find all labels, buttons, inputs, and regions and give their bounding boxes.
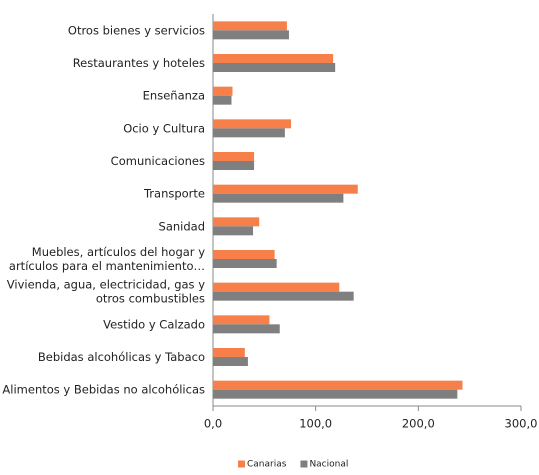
bar bbox=[213, 324, 280, 334]
bar bbox=[213, 86, 233, 96]
x-tick-label: 0,0 bbox=[204, 417, 222, 431]
bar bbox=[213, 128, 285, 138]
y-tick-label: Enseñanza bbox=[143, 88, 205, 102]
bar bbox=[213, 193, 344, 203]
x-tick-label: 100,0 bbox=[299, 417, 332, 431]
y-tick-label: Muebles, artículos del hogar y artículos … bbox=[9, 245, 205, 273]
y-tick-label: Transporte bbox=[143, 186, 205, 200]
bar bbox=[213, 226, 254, 236]
x-tick-label: 200,0 bbox=[402, 417, 435, 431]
bar bbox=[213, 250, 275, 259]
bar bbox=[213, 161, 255, 170]
bar bbox=[213, 389, 458, 399]
y-tick-label: Vestido y Calzado bbox=[103, 317, 205, 331]
y-tick-label: Alimentos y Bebidas no alcohólicas bbox=[2, 382, 205, 396]
bar bbox=[213, 357, 248, 366]
bar bbox=[213, 348, 245, 357]
bar bbox=[213, 380, 463, 390]
bar bbox=[213, 259, 277, 268]
bar bbox=[213, 184, 358, 194]
bar bbox=[213, 119, 292, 129]
x-tick-label: 300,0 bbox=[505, 417, 538, 431]
bar bbox=[213, 30, 289, 40]
bar bbox=[213, 217, 260, 227]
legend-label: Nacional bbox=[309, 460, 348, 470]
y-tick-label: Sanidad bbox=[159, 219, 205, 233]
legend-swatch bbox=[238, 460, 245, 468]
bar bbox=[213, 291, 354, 301]
bar bbox=[213, 152, 255, 161]
y-tick-label: Restaurantes y hoteles bbox=[73, 56, 205, 70]
y-tick-label: Ocio y Cultura bbox=[123, 121, 205, 135]
y-tick-label: Otros bienes y servicios bbox=[68, 23, 205, 37]
bar bbox=[213, 54, 334, 63]
legend-label: Canarias bbox=[247, 460, 287, 470]
bar bbox=[213, 63, 336, 72]
bar bbox=[213, 282, 340, 292]
y-tick-label: Bebidas alcohólicas y Tabaco bbox=[38, 350, 205, 364]
bar bbox=[213, 95, 232, 105]
y-tick-label: Vivienda, agua, electricidad, gas y otros… bbox=[7, 277, 205, 305]
y-tick-label: Comunicaciones bbox=[111, 154, 205, 168]
bar bbox=[213, 21, 287, 31]
bar bbox=[213, 315, 270, 325]
legend-swatch bbox=[300, 460, 308, 468]
